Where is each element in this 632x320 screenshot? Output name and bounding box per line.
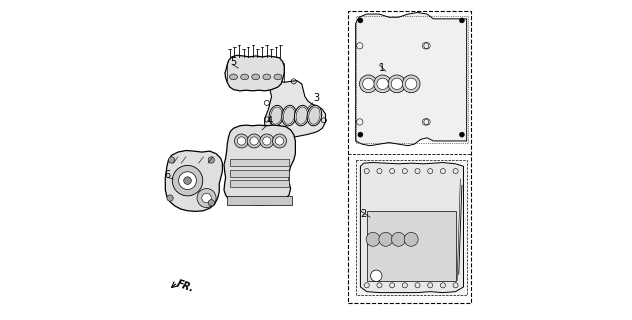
Polygon shape <box>360 163 463 292</box>
Text: 5: 5 <box>229 58 236 68</box>
Circle shape <box>391 232 406 246</box>
Polygon shape <box>356 160 466 295</box>
Circle shape <box>388 75 406 93</box>
Circle shape <box>459 18 465 23</box>
Circle shape <box>197 188 216 208</box>
Bar <box>230 180 289 187</box>
Ellipse shape <box>241 74 248 80</box>
Circle shape <box>377 78 388 90</box>
Ellipse shape <box>252 74 260 80</box>
Text: 4: 4 <box>267 116 273 125</box>
Polygon shape <box>224 125 295 205</box>
Circle shape <box>202 193 211 203</box>
Circle shape <box>208 200 214 206</box>
Ellipse shape <box>295 105 309 126</box>
Bar <box>230 159 289 166</box>
Circle shape <box>459 132 465 137</box>
Ellipse shape <box>309 107 320 124</box>
Circle shape <box>238 137 246 145</box>
Polygon shape <box>225 55 284 91</box>
Circle shape <box>260 134 274 148</box>
Ellipse shape <box>296 107 307 124</box>
Ellipse shape <box>269 105 284 126</box>
Text: 1: 1 <box>379 63 386 73</box>
Circle shape <box>184 177 191 184</box>
Polygon shape <box>166 150 222 212</box>
Circle shape <box>360 75 377 93</box>
Bar <box>356 16 468 142</box>
Circle shape <box>358 132 363 137</box>
Polygon shape <box>265 81 325 139</box>
Text: 6: 6 <box>164 170 171 180</box>
Circle shape <box>247 134 261 148</box>
Ellipse shape <box>283 107 295 124</box>
Text: FR.: FR. <box>175 278 195 294</box>
Circle shape <box>167 195 173 201</box>
Ellipse shape <box>270 107 282 124</box>
Polygon shape <box>356 12 466 146</box>
Ellipse shape <box>229 74 238 80</box>
Circle shape <box>234 134 248 148</box>
Ellipse shape <box>274 74 282 80</box>
Text: 3: 3 <box>313 93 319 103</box>
Circle shape <box>179 172 197 189</box>
Bar <box>367 211 456 281</box>
Circle shape <box>374 75 391 93</box>
Circle shape <box>263 137 271 145</box>
Circle shape <box>406 78 417 90</box>
Circle shape <box>169 157 175 163</box>
Circle shape <box>366 232 380 246</box>
Text: 2: 2 <box>360 209 367 219</box>
Circle shape <box>391 78 403 90</box>
Circle shape <box>370 270 382 282</box>
Circle shape <box>379 232 392 246</box>
Circle shape <box>276 137 284 145</box>
Bar <box>227 196 292 205</box>
Circle shape <box>173 165 203 196</box>
Ellipse shape <box>263 74 270 80</box>
Circle shape <box>250 137 258 145</box>
Circle shape <box>208 157 214 163</box>
Ellipse shape <box>282 105 296 126</box>
Ellipse shape <box>307 105 322 126</box>
Circle shape <box>404 232 418 246</box>
Circle shape <box>358 18 363 23</box>
Circle shape <box>272 134 286 148</box>
Bar <box>348 11 471 303</box>
Circle shape <box>363 78 374 90</box>
Circle shape <box>403 75 420 93</box>
Bar <box>230 171 289 178</box>
